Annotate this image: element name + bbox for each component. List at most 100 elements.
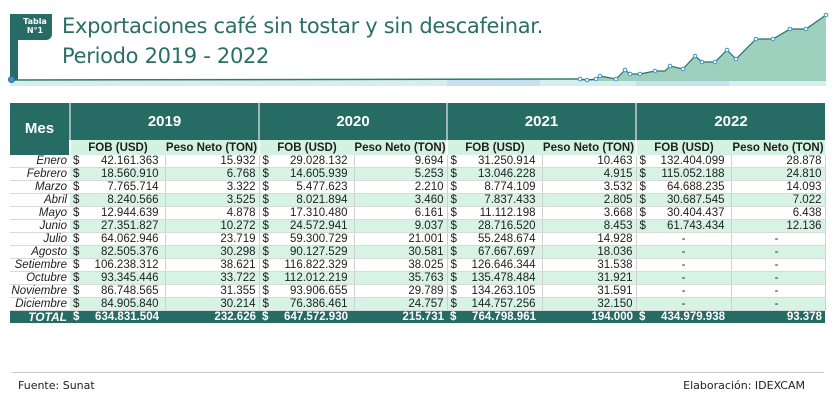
month-cell: Abril [10, 193, 70, 207]
fob-cell: $64.688.235 [636, 180, 731, 194]
peso-cell: 2.805 [541, 193, 637, 207]
currency-symbol: $ [639, 207, 646, 219]
fob-header: FOB (USD) [446, 140, 542, 155]
fob-value: 14.605.939 [289, 168, 348, 180]
fob-value: 86.748.565 [100, 285, 159, 297]
fob-value: 132.404.099 [660, 155, 725, 167]
fob-cell: $31.250.914 [447, 155, 542, 168]
fob-cell: $135.478.484 [447, 271, 542, 285]
table-row: Setiembre $106.238.312 38.621 $116.822.329 3… [10, 258, 826, 272]
fob-cell: $106.238.312 [70, 258, 165, 272]
currency-symbol: $ [73, 259, 80, 271]
peso-cell: 5.253 [353, 167, 448, 181]
fob-cell: $84.905.840 [70, 297, 165, 311]
fob-value: 144.757.256 [471, 298, 536, 310]
table-row: Mayo $12.944.639 4.878 $17.310.480 6.161 $11.… [10, 206, 826, 220]
peso-cell: - [730, 297, 826, 311]
table-row: Febrero $18.560.910 6.768 $14.605.939 5.253 $… [10, 167, 826, 181]
currency-symbol: $ [262, 246, 269, 258]
peso-cell: 3.532 [541, 180, 637, 194]
fob-cell: - [636, 284, 731, 298]
peso-cell: 31.538 [541, 258, 637, 272]
fob-value: 76.386.461 [289, 298, 348, 310]
peso-cell: 6.438 [730, 206, 826, 220]
fob-cell: $112.012.219 [259, 271, 354, 285]
month-cell: Agosto [10, 245, 70, 259]
currency-symbol: $ [639, 220, 646, 232]
fob-cell: $13.046.228 [447, 167, 542, 181]
month-cell: Julio [10, 232, 70, 246]
fob-value: 29.028.132 [289, 155, 348, 167]
fob-cell: $17.310.480 [259, 206, 354, 220]
fob-value: 116.822.329 [284, 259, 348, 271]
fob-cell: $115.052.188 [636, 167, 731, 181]
fob-cell: $30.687.545 [636, 193, 731, 207]
fob-value: 134.263.105 [471, 285, 536, 297]
fob-cell: - [636, 297, 731, 311]
fob-value: 59.300.729 [289, 233, 348, 245]
currency-symbol: $ [450, 220, 457, 232]
peso-cell: 23.719 [164, 232, 260, 246]
year-header-row: Mes 2019 2020 2021 2022 [10, 103, 825, 155]
currency-symbol: $ [262, 311, 269, 323]
fob-value: 84.905.840 [100, 298, 159, 310]
currency-symbol: $ [262, 272, 269, 284]
fob-cell: $27.351.827 [70, 219, 165, 233]
fob-value: 90.127.529 [289, 246, 348, 258]
currency-symbol: $ [262, 285, 269, 297]
fob-value: 61.743.434 [666, 220, 725, 232]
fob-value: 8.240.566 [107, 194, 159, 206]
currency-symbol: $ [450, 246, 457, 258]
fob-header: FOB (USD) [258, 140, 354, 155]
fob-cell: $86.748.565 [70, 284, 165, 298]
currency-symbol: $ [262, 207, 269, 219]
sub-header-row: FOB (USD) Peso Neto (TON) FOB (USD) Peso… [10, 140, 825, 155]
currency-symbol: $ [450, 285, 457, 297]
currency-symbol: $ [73, 181, 80, 193]
fob-cell: $7.765.714 [70, 180, 165, 194]
currency-symbol: $ [73, 168, 80, 180]
fob-value: 30.687.545 [666, 194, 725, 206]
peso-cell: 8.453 [541, 219, 637, 233]
fob-cell: $93.906.655 [259, 284, 354, 298]
title-line-1: Exportaciones café sin tostar y sin desc… [62, 14, 544, 38]
currency-symbol: $ [639, 168, 646, 180]
peso-cell: 2.210 [353, 180, 448, 194]
fob-value: 135.478.484 [471, 272, 536, 284]
fob-cell: $55.248.674 [447, 232, 542, 246]
peso-cell: 12.136 [730, 219, 826, 233]
fob-value: 67.667.697 [477, 246, 536, 258]
baseline-band-accent [447, 80, 540, 86]
year-header-2021: 2021 [446, 103, 636, 140]
fob-cell: $93.345.446 [70, 271, 165, 285]
peso-cell: 9.694 [353, 155, 448, 168]
peso-cell: - [730, 271, 826, 285]
fob-cell: $134.263.105 [447, 284, 542, 298]
fob-value: 17.310.480 [289, 207, 348, 219]
peso-header: Peso Neto (TON) [165, 140, 259, 155]
currency-symbol: $ [450, 194, 457, 206]
currency-symbol: $ [262, 155, 269, 167]
peso-cell: 14.093 [730, 180, 826, 194]
peso-cell: 33.722 [164, 271, 260, 285]
currency-symbol: $ [262, 259, 269, 271]
table-row: Julio $64.062.946 23.719 $59.300.729 21.001 $… [10, 232, 826, 246]
table-row: Agosto $82.505.376 30.298 $90.127.529 30.581… [10, 245, 826, 259]
fob-cell: $116.822.329 [259, 258, 354, 272]
month-cell: Setiembre [10, 258, 70, 272]
exports-table: Mes 2019 2020 2021 2022 FOB (USD) Peso N… [10, 103, 826, 323]
currency-symbol: $ [450, 155, 457, 167]
currency-symbol: $ [450, 181, 457, 193]
peso-cell: 31.591 [541, 284, 637, 298]
currency-symbol: $ [73, 246, 80, 258]
peso-cell: 24.757 [353, 297, 448, 311]
total-peso-cell: 194.000 [542, 310, 636, 323]
fob-cell: $144.757.256 [447, 297, 542, 311]
currency-symbol: $ [450, 168, 457, 180]
total-fob-value: 647.572.930 [284, 311, 348, 323]
fob-cell: $11.112.198 [447, 206, 542, 220]
fob-cell: $132.404.099 [636, 155, 731, 168]
fob-cell: $28.716.520 [447, 219, 542, 233]
mes-header: Mes [10, 103, 70, 155]
peso-cell: 9.037 [353, 219, 448, 233]
